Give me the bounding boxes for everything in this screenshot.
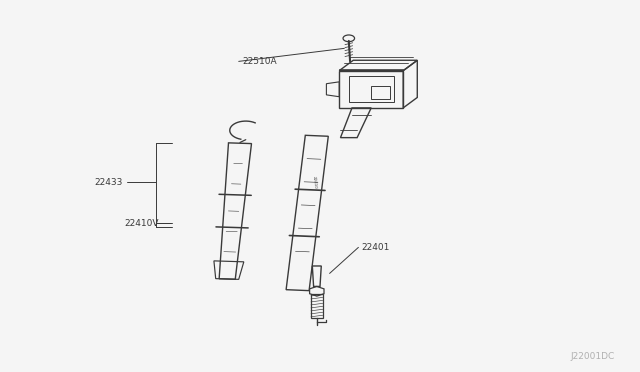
Text: 22410: 22410 (312, 176, 317, 189)
Text: 22433: 22433 (95, 178, 123, 187)
Text: 22410V: 22410V (125, 219, 159, 228)
Text: 22510A: 22510A (242, 57, 276, 66)
Text: J22001DC: J22001DC (570, 352, 614, 361)
Text: 22401: 22401 (362, 243, 390, 252)
